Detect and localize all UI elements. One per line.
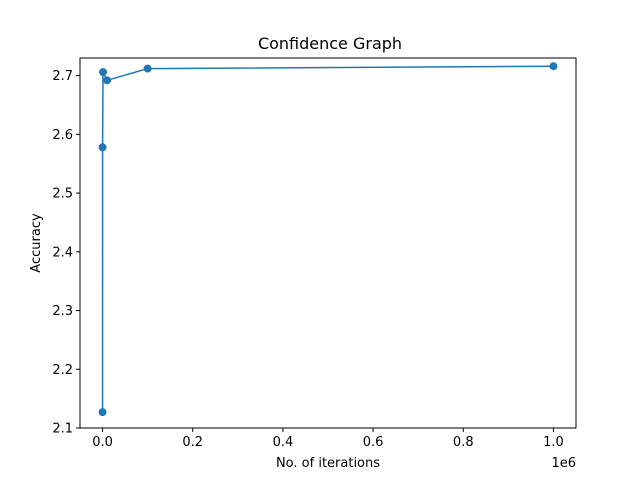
y-axis-ticks: 2.1 2.2 2.3 2.4 2.5 2.6 2.7	[52, 69, 80, 437]
x-tick-label: 0.2	[182, 435, 203, 450]
x-axis-offset-label: 1e6	[551, 456, 576, 471]
y-tick-label: 2.4	[52, 245, 73, 260]
chart-title: Confidence Graph	[258, 34, 402, 53]
x-tick-label: 0.6	[363, 435, 384, 450]
data-point	[103, 76, 112, 85]
y-tick-label: 2.2	[52, 363, 73, 378]
data-point	[98, 68, 107, 77]
series-line	[101, 65, 554, 413]
x-tick-label: 0.8	[453, 435, 474, 450]
x-tick-label: 0.0	[92, 435, 113, 450]
y-tick-label: 2.6	[52, 128, 73, 143]
plot-series	[98, 62, 558, 417]
y-tick-label: 2.1	[52, 422, 73, 437]
y-tick-label: 2.3	[52, 304, 73, 319]
y-tick-label: 2.5	[52, 187, 73, 202]
y-axis-label: Accuracy	[29, 213, 44, 273]
data-point	[98, 143, 107, 152]
data-point	[549, 62, 558, 71]
plot-frame	[79, 57, 577, 429]
data-point	[98, 408, 107, 417]
data-point	[143, 64, 152, 73]
y-tick-label: 2.7	[52, 69, 73, 84]
x-tick-label: 1.0	[543, 435, 564, 450]
x-tick-label: 0.4	[273, 435, 294, 450]
x-axis-label: No. of iterations	[276, 456, 380, 471]
x-axis-ticks: 0.0 0.2 0.4 0.6 0.8 1.0	[92, 428, 564, 450]
